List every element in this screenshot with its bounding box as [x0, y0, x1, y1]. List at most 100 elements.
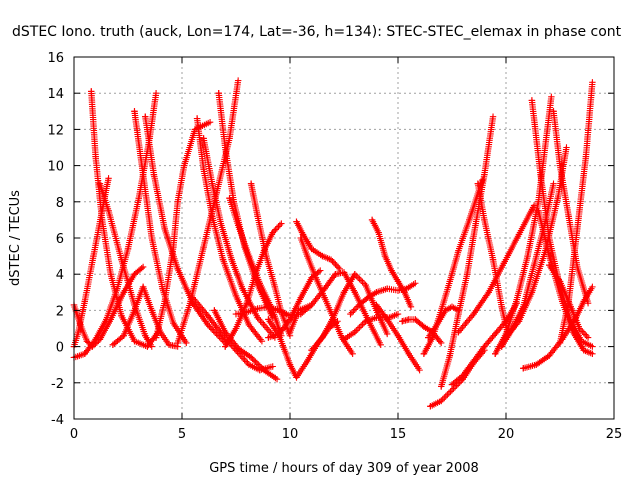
data-point — [546, 252, 553, 260]
data-point — [276, 307, 283, 314]
data-point — [438, 339, 445, 347]
data-point — [265, 334, 272, 341]
data-point — [217, 220, 225, 227]
data-point — [254, 213, 261, 220]
y-axis-label: dSTEC / TECUs — [8, 190, 23, 286]
data-point — [362, 318, 369, 325]
data-point — [265, 316, 272, 323]
data-point — [297, 294, 304, 301]
data-point — [232, 325, 240, 332]
data-point — [513, 296, 520, 303]
track-plus-markers — [70, 92, 159, 361]
data-point — [384, 285, 391, 292]
data-point — [515, 318, 523, 325]
data-point — [183, 339, 190, 347]
data-point — [105, 207, 112, 215]
data-point — [492, 330, 499, 338]
data-point — [399, 318, 406, 325]
x-tick-label: 0 — [70, 427, 78, 442]
data-point — [535, 198, 542, 205]
track-series — [215, 90, 276, 321]
data-point — [254, 305, 261, 312]
track-series — [293, 218, 343, 272]
data-point — [124, 245, 132, 253]
data-point — [219, 332, 227, 339]
data-point — [252, 271, 259, 278]
data-point — [174, 339, 181, 347]
grid-layer — [74, 57, 614, 419]
data-point — [142, 332, 149, 339]
data-point — [377, 341, 384, 348]
data-point — [384, 316, 391, 323]
data-point — [243, 309, 250, 316]
data-point — [485, 289, 492, 296]
data-point — [455, 328, 462, 336]
data-point — [327, 256, 335, 263]
data-point — [273, 375, 281, 383]
data-point — [535, 207, 542, 215]
data-point — [489, 256, 497, 263]
track-series — [455, 202, 538, 336]
data-point — [394, 310, 402, 318]
track-series — [96, 180, 155, 350]
data-point — [384, 330, 391, 338]
x-tick-label: 10 — [282, 427, 299, 442]
data-point — [254, 314, 261, 321]
data-point — [243, 299, 250, 307]
data-point — [373, 289, 380, 296]
y-tick-label: 16 — [47, 51, 64, 66]
data-point — [312, 274, 320, 282]
data-point — [470, 357, 477, 365]
data-point — [170, 243, 177, 251]
x-tick-label: 15 — [390, 427, 407, 442]
data-point — [276, 330, 283, 338]
data-point — [103, 316, 110, 323]
tick-layer: 0 5 10 15 20 25 -4 -2 0 2 4 6 8 10 12 14 16 — [47, 51, 622, 442]
track-plus-markers — [215, 90, 275, 319]
data-point — [148, 234, 155, 242]
data-point — [340, 336, 348, 343]
data-point — [466, 216, 473, 224]
data-point — [297, 234, 304, 242]
data-point — [584, 334, 592, 341]
data-point — [401, 289, 408, 296]
data-point — [569, 328, 577, 336]
data-point — [546, 352, 553, 359]
data-point — [438, 397, 445, 405]
track-series — [438, 113, 497, 390]
data-point — [580, 347, 587, 354]
data-point — [533, 361, 540, 368]
data-point — [589, 283, 596, 291]
data-point — [286, 316, 294, 323]
data-point — [200, 135, 207, 142]
data-point — [550, 108, 557, 115]
data-point — [317, 267, 324, 274]
y-tick-label: 12 — [47, 123, 64, 138]
data-point — [247, 354, 255, 361]
data-point — [537, 171, 544, 178]
y-tick-label: 0 — [56, 341, 64, 356]
data-point — [556, 278, 564, 285]
data-point — [546, 261, 553, 269]
data-point — [340, 269, 348, 276]
data-point — [355, 301, 363, 309]
data-point — [558, 336, 566, 343]
data-point — [293, 374, 300, 381]
data-point — [420, 350, 428, 358]
data-point — [131, 307, 138, 314]
data-point — [81, 350, 88, 358]
data-point — [206, 118, 214, 126]
data-point — [321, 294, 328, 301]
data-point — [299, 231, 307, 238]
data-point — [405, 316, 412, 323]
data-point — [438, 383, 445, 390]
track-series — [193, 115, 266, 345]
chart-title: dSTEC Iono. truth (auck, Lon=174, Lat=-3… — [12, 24, 622, 40]
data-point — [204, 312, 212, 320]
data-point — [319, 334, 326, 341]
data-point — [105, 175, 112, 182]
data-point — [222, 144, 229, 151]
data-point — [204, 321, 212, 329]
data-point — [222, 343, 229, 350]
data-point — [278, 220, 285, 227]
